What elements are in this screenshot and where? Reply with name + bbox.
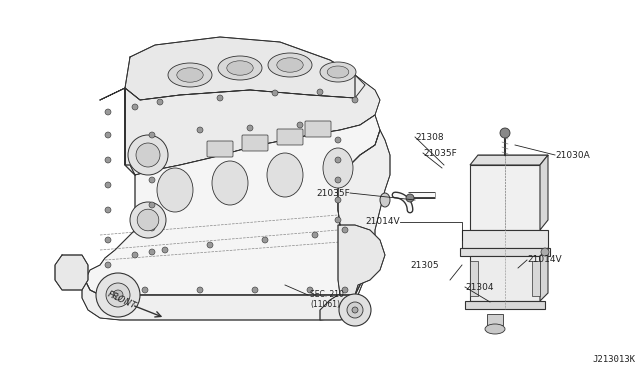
Polygon shape: [540, 248, 548, 301]
Text: J213013K: J213013K: [592, 355, 635, 364]
Text: SEC. 210
(11061): SEC. 210 (11061): [310, 290, 344, 310]
Polygon shape: [470, 165, 540, 230]
Circle shape: [157, 99, 163, 105]
Ellipse shape: [177, 68, 204, 82]
Circle shape: [149, 249, 155, 255]
Ellipse shape: [157, 168, 193, 212]
Circle shape: [149, 132, 155, 138]
Circle shape: [500, 128, 510, 138]
Circle shape: [132, 252, 138, 258]
Circle shape: [317, 89, 323, 95]
Circle shape: [207, 242, 213, 248]
Polygon shape: [470, 256, 540, 301]
Circle shape: [149, 202, 155, 208]
Circle shape: [252, 287, 258, 293]
Circle shape: [347, 302, 363, 318]
Circle shape: [105, 132, 111, 138]
Circle shape: [106, 283, 130, 307]
Circle shape: [307, 287, 313, 293]
Polygon shape: [55, 255, 88, 290]
FancyBboxPatch shape: [277, 129, 303, 145]
FancyBboxPatch shape: [207, 141, 233, 157]
Circle shape: [136, 143, 160, 167]
Polygon shape: [125, 37, 365, 100]
Polygon shape: [465, 301, 545, 309]
Ellipse shape: [323, 148, 353, 188]
Circle shape: [142, 287, 148, 293]
Circle shape: [339, 294, 371, 326]
Polygon shape: [462, 230, 548, 248]
Circle shape: [105, 262, 111, 268]
Circle shape: [406, 194, 414, 202]
Circle shape: [262, 237, 268, 243]
Ellipse shape: [268, 53, 312, 77]
FancyBboxPatch shape: [242, 135, 268, 151]
Ellipse shape: [277, 58, 303, 72]
Polygon shape: [82, 130, 390, 320]
Circle shape: [342, 287, 348, 293]
Ellipse shape: [212, 161, 248, 205]
Circle shape: [335, 217, 341, 223]
Circle shape: [105, 109, 111, 115]
Circle shape: [197, 127, 203, 133]
Circle shape: [272, 90, 278, 96]
Circle shape: [96, 273, 140, 317]
Circle shape: [352, 307, 358, 313]
Circle shape: [105, 182, 111, 188]
Ellipse shape: [485, 324, 505, 334]
Circle shape: [197, 287, 203, 293]
Ellipse shape: [380, 193, 390, 207]
Ellipse shape: [227, 61, 253, 75]
Circle shape: [217, 95, 223, 101]
Circle shape: [128, 135, 168, 175]
Circle shape: [247, 125, 253, 131]
Circle shape: [105, 207, 111, 213]
Polygon shape: [487, 314, 503, 325]
Ellipse shape: [267, 153, 303, 197]
Text: 21035F: 21035F: [423, 148, 457, 157]
Polygon shape: [85, 88, 380, 295]
Circle shape: [335, 197, 341, 203]
Circle shape: [297, 122, 303, 128]
Polygon shape: [540, 155, 548, 230]
Circle shape: [137, 209, 159, 231]
Circle shape: [130, 202, 166, 238]
Circle shape: [149, 155, 155, 161]
Polygon shape: [125, 75, 380, 175]
Circle shape: [162, 247, 168, 253]
FancyBboxPatch shape: [305, 121, 331, 137]
Text: 21305: 21305: [410, 260, 438, 269]
Circle shape: [342, 227, 348, 233]
Text: 21014V: 21014V: [527, 256, 562, 264]
Text: 21035F: 21035F: [316, 189, 350, 198]
Ellipse shape: [168, 63, 212, 87]
Circle shape: [335, 177, 341, 183]
Circle shape: [541, 248, 549, 256]
Polygon shape: [320, 295, 360, 320]
Polygon shape: [338, 225, 385, 295]
Circle shape: [352, 97, 358, 103]
Circle shape: [312, 232, 318, 238]
Text: 21014V: 21014V: [365, 218, 400, 227]
Circle shape: [132, 104, 138, 110]
Circle shape: [149, 225, 155, 231]
Circle shape: [149, 177, 155, 183]
Polygon shape: [470, 155, 548, 165]
Polygon shape: [460, 248, 550, 256]
Ellipse shape: [327, 66, 349, 78]
Circle shape: [335, 137, 341, 143]
Circle shape: [335, 157, 341, 163]
Bar: [532, 261, 540, 296]
Circle shape: [105, 237, 111, 243]
Circle shape: [113, 290, 123, 300]
Text: 21030A: 21030A: [555, 151, 589, 160]
Ellipse shape: [320, 62, 356, 82]
Text: FRONT: FRONT: [106, 289, 138, 311]
Circle shape: [105, 157, 111, 163]
Ellipse shape: [218, 56, 262, 80]
Bar: [470, 261, 478, 296]
Text: 21304: 21304: [465, 282, 493, 292]
Text: 21308: 21308: [415, 132, 444, 141]
